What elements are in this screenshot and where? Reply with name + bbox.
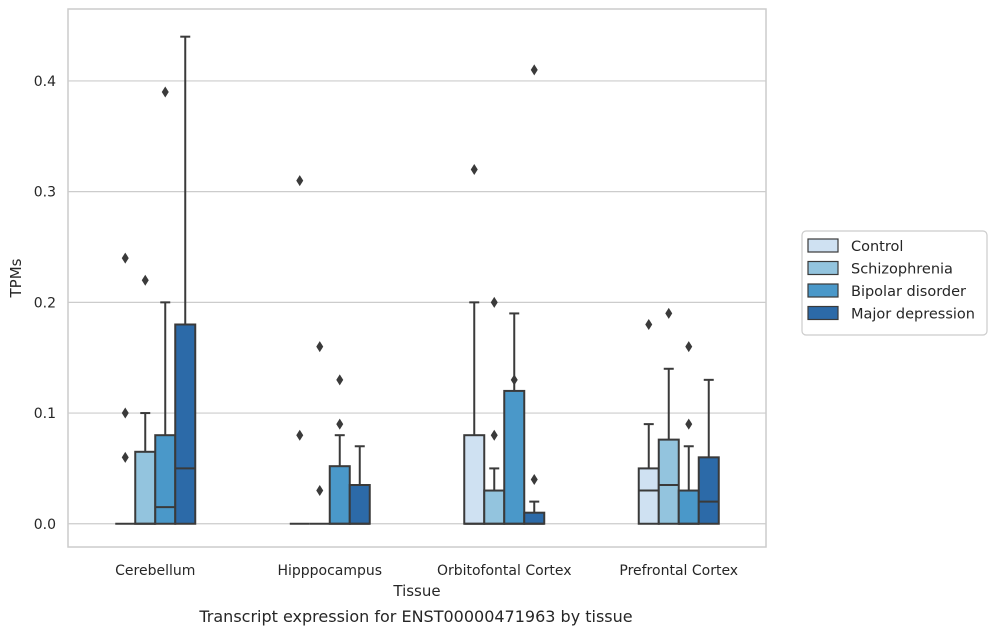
box-control bbox=[463, 164, 486, 525]
box-iqr bbox=[348, 484, 371, 525]
legend-label: Schizophrenia bbox=[851, 262, 953, 278]
x-axis-label: Tissue bbox=[392, 582, 440, 600]
box-iqr bbox=[463, 434, 486, 525]
outlier-point bbox=[316, 341, 324, 353]
box-iqr bbox=[174, 323, 197, 525]
outlier-point bbox=[296, 429, 304, 441]
y-axis-ticks: 0.0 0.1 0.2 0.3 0.4 bbox=[34, 74, 56, 533]
outlier-point bbox=[121, 407, 129, 419]
legend-swatch bbox=[807, 260, 839, 276]
box-bipolar-disorder bbox=[503, 312, 526, 525]
legend-label: Bipolar disorder bbox=[851, 284, 966, 300]
outlier-point bbox=[336, 418, 344, 430]
outlier-point bbox=[316, 485, 324, 497]
box-control bbox=[637, 318, 660, 525]
box-iqr bbox=[657, 438, 680, 525]
legend-frame bbox=[801, 230, 988, 336]
y-axis-label: TPMs bbox=[7, 258, 25, 298]
box-schizophrenia bbox=[134, 274, 157, 525]
y-tick-label: 0.1 bbox=[34, 406, 56, 422]
outlier-point bbox=[470, 164, 478, 176]
outlier-point bbox=[296, 175, 304, 187]
legend-label: Control bbox=[851, 239, 903, 255]
box-iqr bbox=[328, 465, 351, 525]
box-iqr bbox=[523, 511, 546, 525]
outlier-point bbox=[530, 64, 538, 76]
outlier-point bbox=[141, 274, 149, 286]
box-iqr bbox=[503, 389, 526, 525]
chart-caption: Transcript expression for ENST0000047196… bbox=[198, 607, 632, 626]
box-iqr bbox=[697, 456, 720, 525]
box-major-depression bbox=[174, 35, 197, 525]
legend-swatch bbox=[807, 238, 839, 253]
outlier-point bbox=[665, 307, 673, 319]
outlier-point bbox=[530, 473, 538, 485]
outlier-point bbox=[121, 252, 129, 264]
outlier-point bbox=[336, 374, 344, 386]
x-tick-label: Orbitofontal Cortex bbox=[437, 563, 572, 579]
legend-swatch bbox=[807, 305, 839, 321]
box-major-depression bbox=[348, 445, 371, 525]
box-iqr bbox=[677, 489, 700, 525]
y-tick-label: 0.2 bbox=[34, 295, 56, 311]
outlier-point bbox=[490, 296, 498, 308]
box-iqr bbox=[134, 450, 157, 525]
box-bipolar-disorder bbox=[677, 341, 700, 525]
x-axis-ticks: Cerebellum Hipppocampus Orbitofontal Corte… bbox=[115, 563, 738, 579]
box-schizophrenia bbox=[309, 341, 330, 525]
outlier-point bbox=[685, 418, 693, 430]
outlier-point bbox=[490, 429, 498, 441]
boxes bbox=[115, 35, 720, 525]
box-control bbox=[289, 175, 310, 525]
legend-swatch bbox=[807, 283, 839, 298]
outlier-point bbox=[161, 86, 169, 98]
box-schizophrenia bbox=[483, 296, 506, 525]
x-tick-label: Prefrontal Cortex bbox=[619, 563, 738, 579]
box-major-depression bbox=[523, 64, 546, 525]
outlier-point bbox=[645, 318, 653, 330]
box-bipolar-disorder bbox=[154, 86, 177, 525]
outlier-point bbox=[685, 341, 693, 353]
box-bipolar-disorder bbox=[328, 374, 351, 525]
x-tick-label: Cerebellum bbox=[115, 563, 195, 579]
box-control bbox=[115, 252, 136, 525]
box-schizophrenia bbox=[657, 307, 680, 525]
y-tick-label: 0.3 bbox=[34, 185, 56, 201]
box-iqr bbox=[154, 434, 177, 525]
outlier-point bbox=[510, 374, 518, 386]
plot-frame bbox=[67, 8, 767, 548]
y-tick-label: 0.4 bbox=[34, 74, 56, 90]
box-major-depression bbox=[697, 378, 720, 525]
legend-label: Major depression bbox=[851, 307, 975, 323]
x-tick-label: Hipppocampus bbox=[277, 563, 382, 579]
legend: Control Schizophrenia Bipolar disorder Majo… bbox=[801, 230, 988, 336]
outlier-point bbox=[121, 451, 129, 463]
y-tick-label: 0.0 bbox=[34, 517, 56, 533]
box-iqr bbox=[637, 467, 660, 525]
box-iqr bbox=[483, 489, 506, 525]
